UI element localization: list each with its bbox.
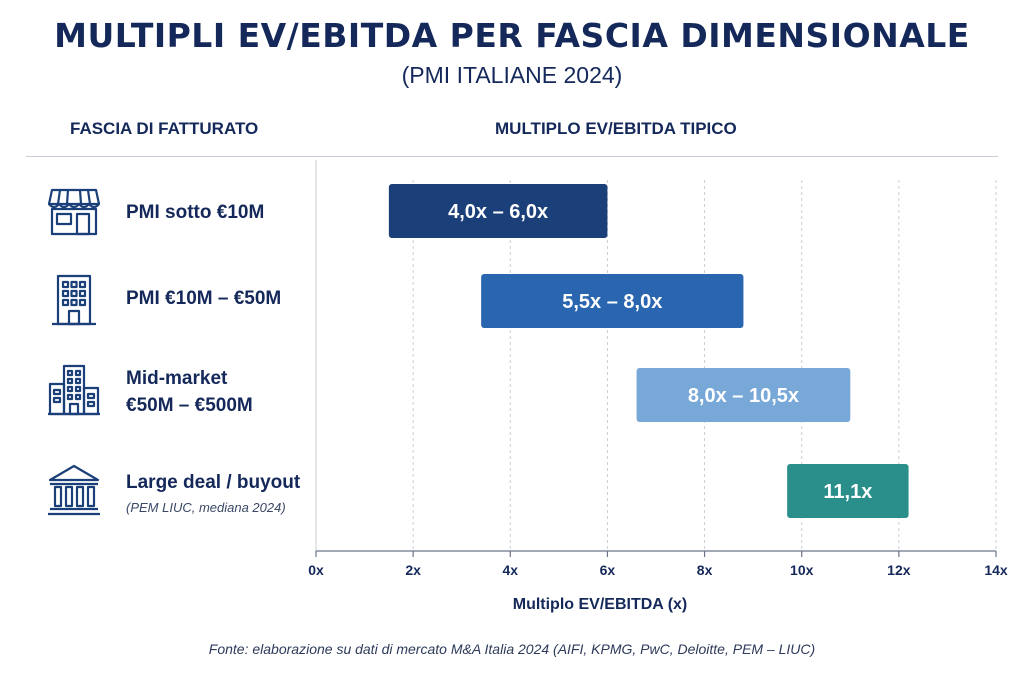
skyscrapers-icon bbox=[46, 362, 102, 418]
header-divider bbox=[26, 156, 998, 157]
category-label: PMI sotto €10M bbox=[126, 202, 265, 223]
category-label: Mid-market bbox=[126, 368, 228, 389]
x-tick-label: 0x bbox=[308, 562, 324, 578]
category-note: (PEM LIUC, mediana 2024) bbox=[126, 500, 286, 515]
x-tick-label: 12x bbox=[887, 562, 911, 578]
chart-title: MULTIPLI EV/EBITDA PER FASCIA DIMENSIONA… bbox=[54, 16, 970, 55]
shop-icon bbox=[46, 184, 102, 240]
category-label: PMI €10M – €50M bbox=[126, 288, 282, 309]
range-bar bbox=[787, 464, 909, 518]
x-tick-label: 4x bbox=[502, 562, 518, 578]
category-label: Large deal / buyout bbox=[126, 472, 301, 493]
left-column-header: FASCIA DI FATTURATO bbox=[70, 119, 259, 138]
bar-value-label: 8,0x – 10,5x bbox=[688, 385, 799, 407]
x-tick-label: 10x bbox=[790, 562, 814, 578]
bar-value-label: 5,5x – 8,0x bbox=[562, 291, 662, 313]
x-tick-label: 2x bbox=[405, 562, 421, 578]
office-building-icon bbox=[46, 272, 102, 328]
x-tick-label: 8x bbox=[697, 562, 713, 578]
source-note: Fonte: elaborazione su dati di mercato M… bbox=[208, 641, 816, 657]
right-column-header: MULTIPLO EV/EBITDA TIPICO bbox=[495, 119, 737, 138]
chart-subtitle: (PMI ITALIANE 2024) bbox=[401, 62, 623, 88]
institution-icon bbox=[46, 462, 102, 518]
range-bar bbox=[481, 274, 744, 328]
x-tick-label: 6x bbox=[600, 562, 616, 578]
category-label-line-2: €50M – €500M bbox=[126, 395, 253, 416]
range-bar bbox=[388, 184, 608, 238]
bar-value-label: 11,1x bbox=[823, 481, 872, 503]
x-tick-label: 14x bbox=[984, 562, 1008, 578]
bar-value-label: 4,0x – 6,0x bbox=[448, 201, 548, 223]
range-bar bbox=[636, 368, 851, 422]
x-axis-title: Multiplo EV/EBITDA (x) bbox=[513, 596, 688, 613]
